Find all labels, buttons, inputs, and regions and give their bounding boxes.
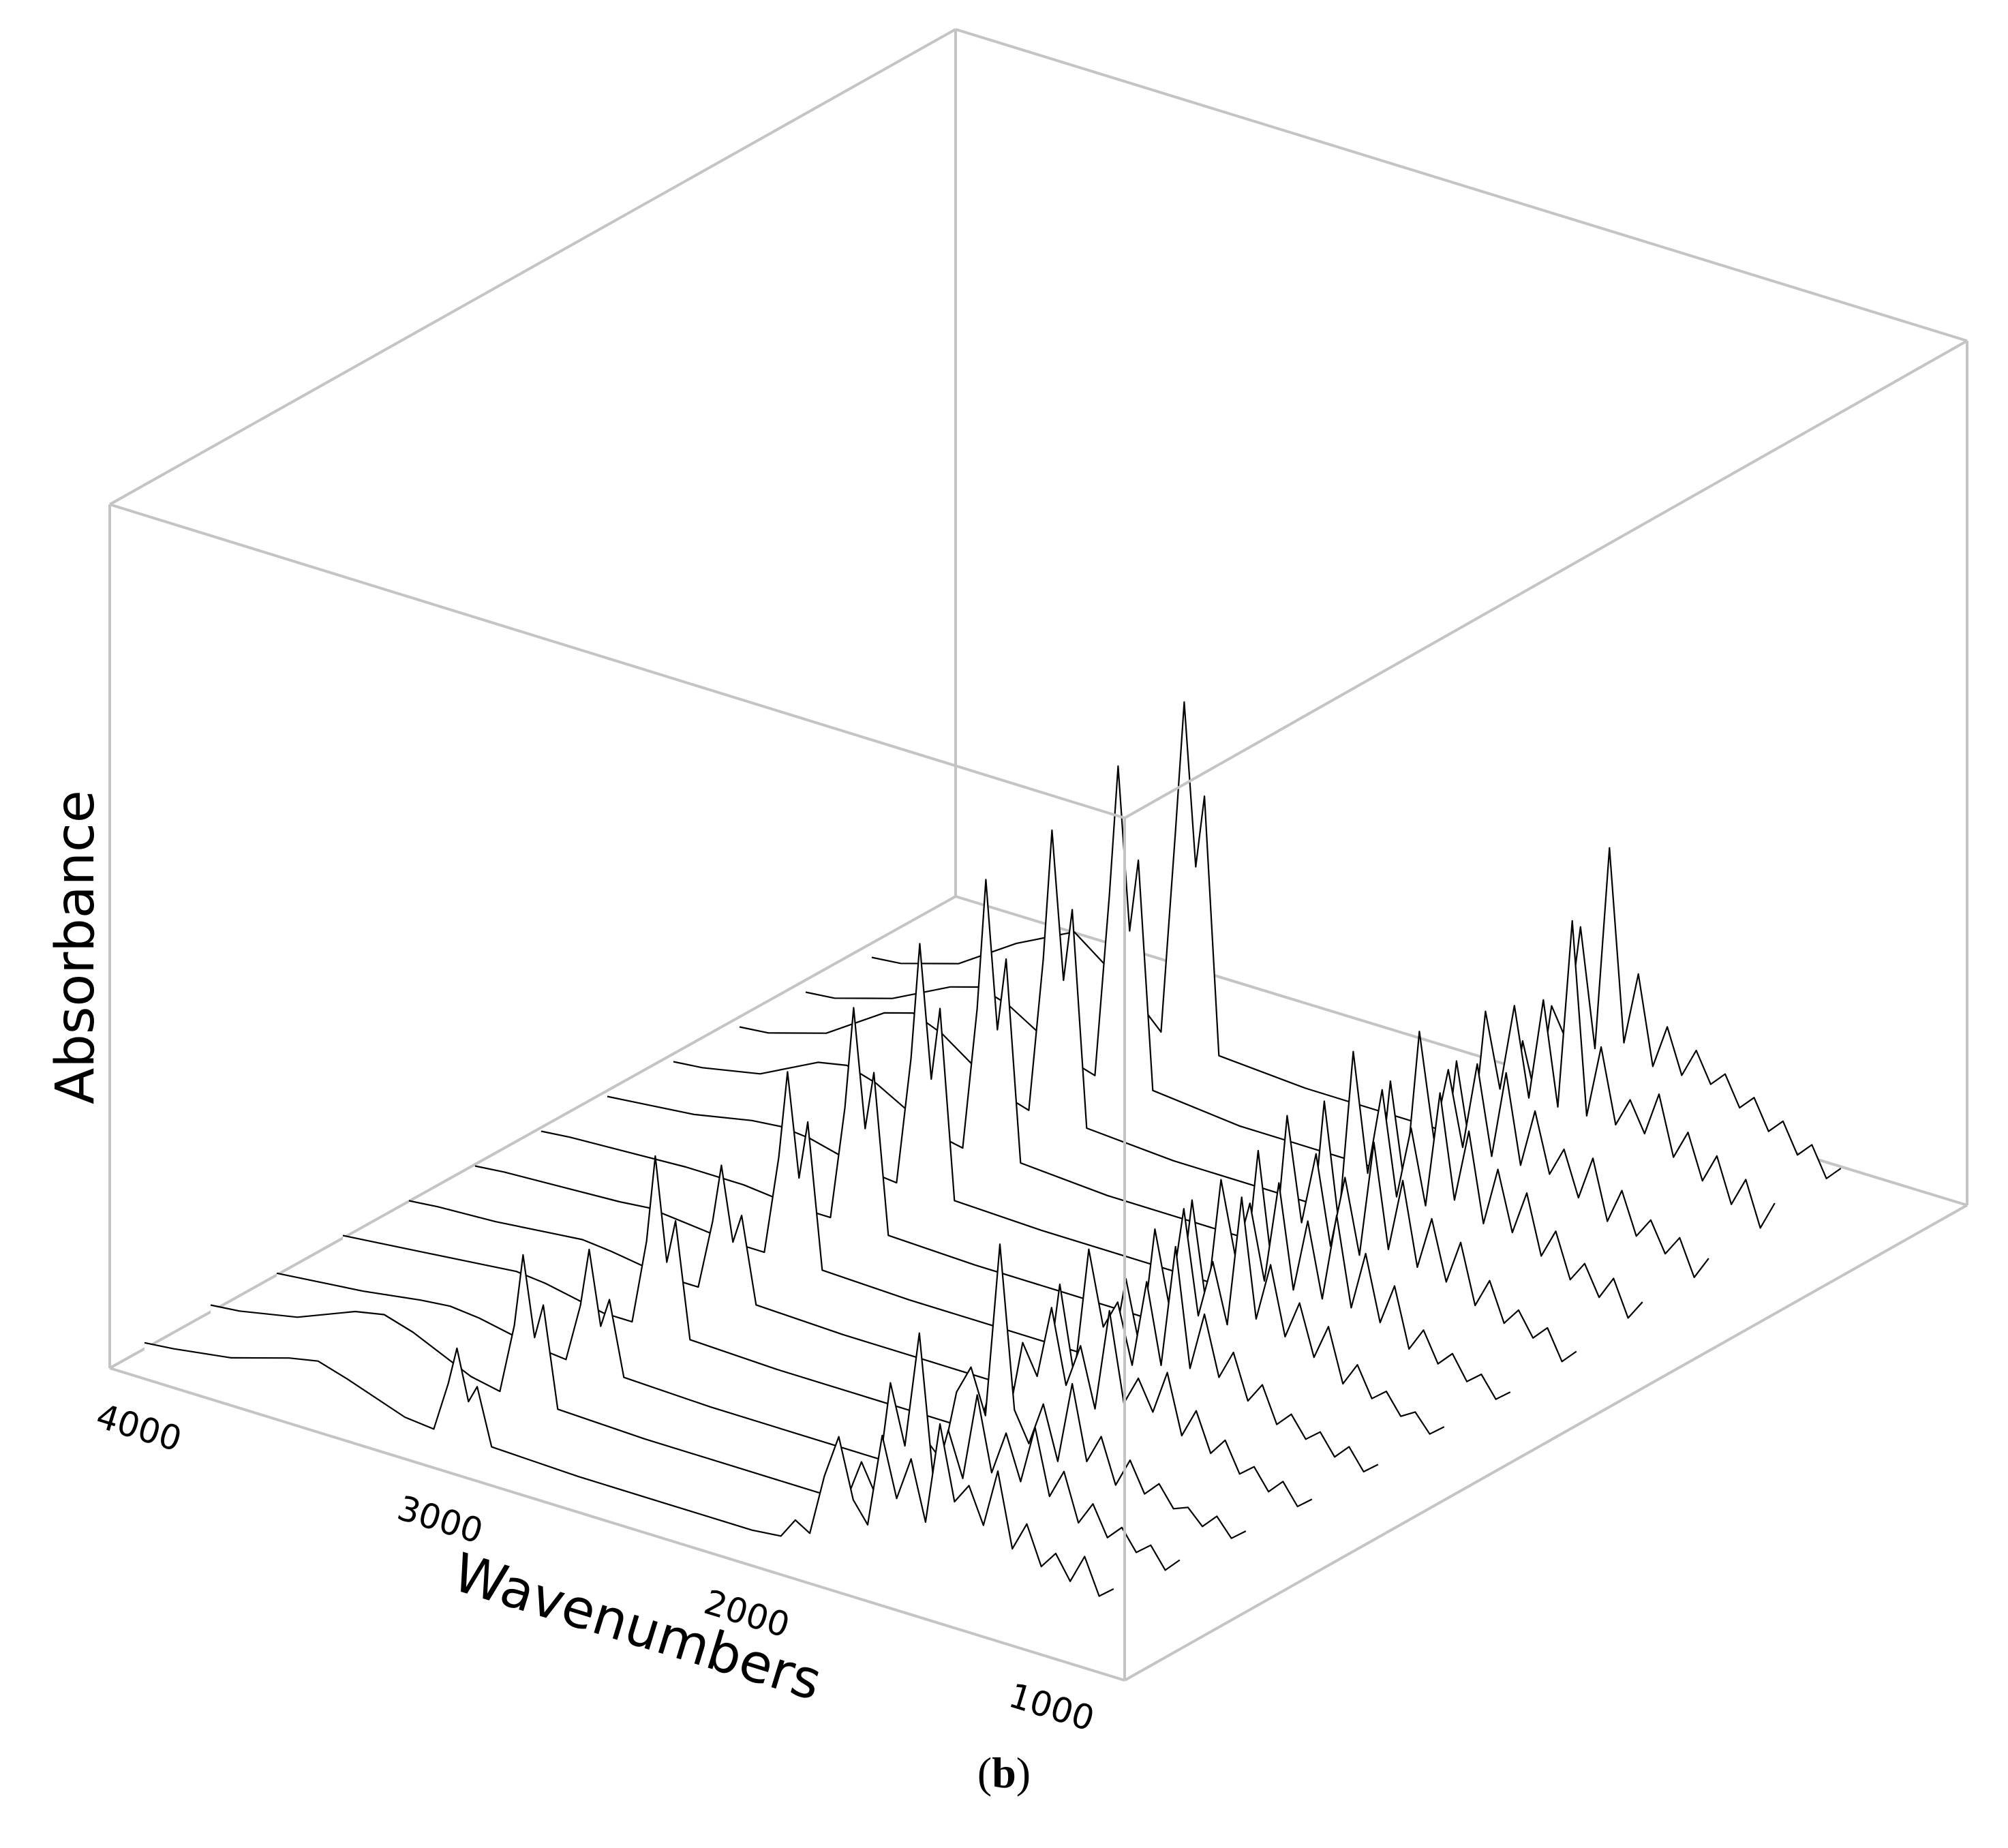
box-front-edges [109,339,1968,1682]
box-edge [109,503,1125,819]
box-edge [109,28,956,506]
spectrum-line [144,1342,1114,1597]
x-tick-label: 1000 [1004,1676,1099,1739]
caption-close-paren: ) [1016,1748,1031,1797]
box-edge [109,895,956,1369]
spectrum-occluder [144,1342,1114,1658]
x-tick-label: 3000 [393,1488,487,1551]
y-axis-label: Absorbance [45,790,106,1104]
box-edge [1124,339,1968,819]
spectrum-line [805,765,1776,1229]
figure-caption: (b) [977,1748,1031,1797]
caption-open-paren: ( [977,1748,992,1797]
caption-letter: b [992,1748,1016,1797]
box-edge [109,1367,1125,1682]
box-edge [1124,1204,1968,1682]
spectra-group [144,701,1842,1658]
x-tick-label: 4000 [91,1396,186,1459]
box-edge [955,28,1968,342]
